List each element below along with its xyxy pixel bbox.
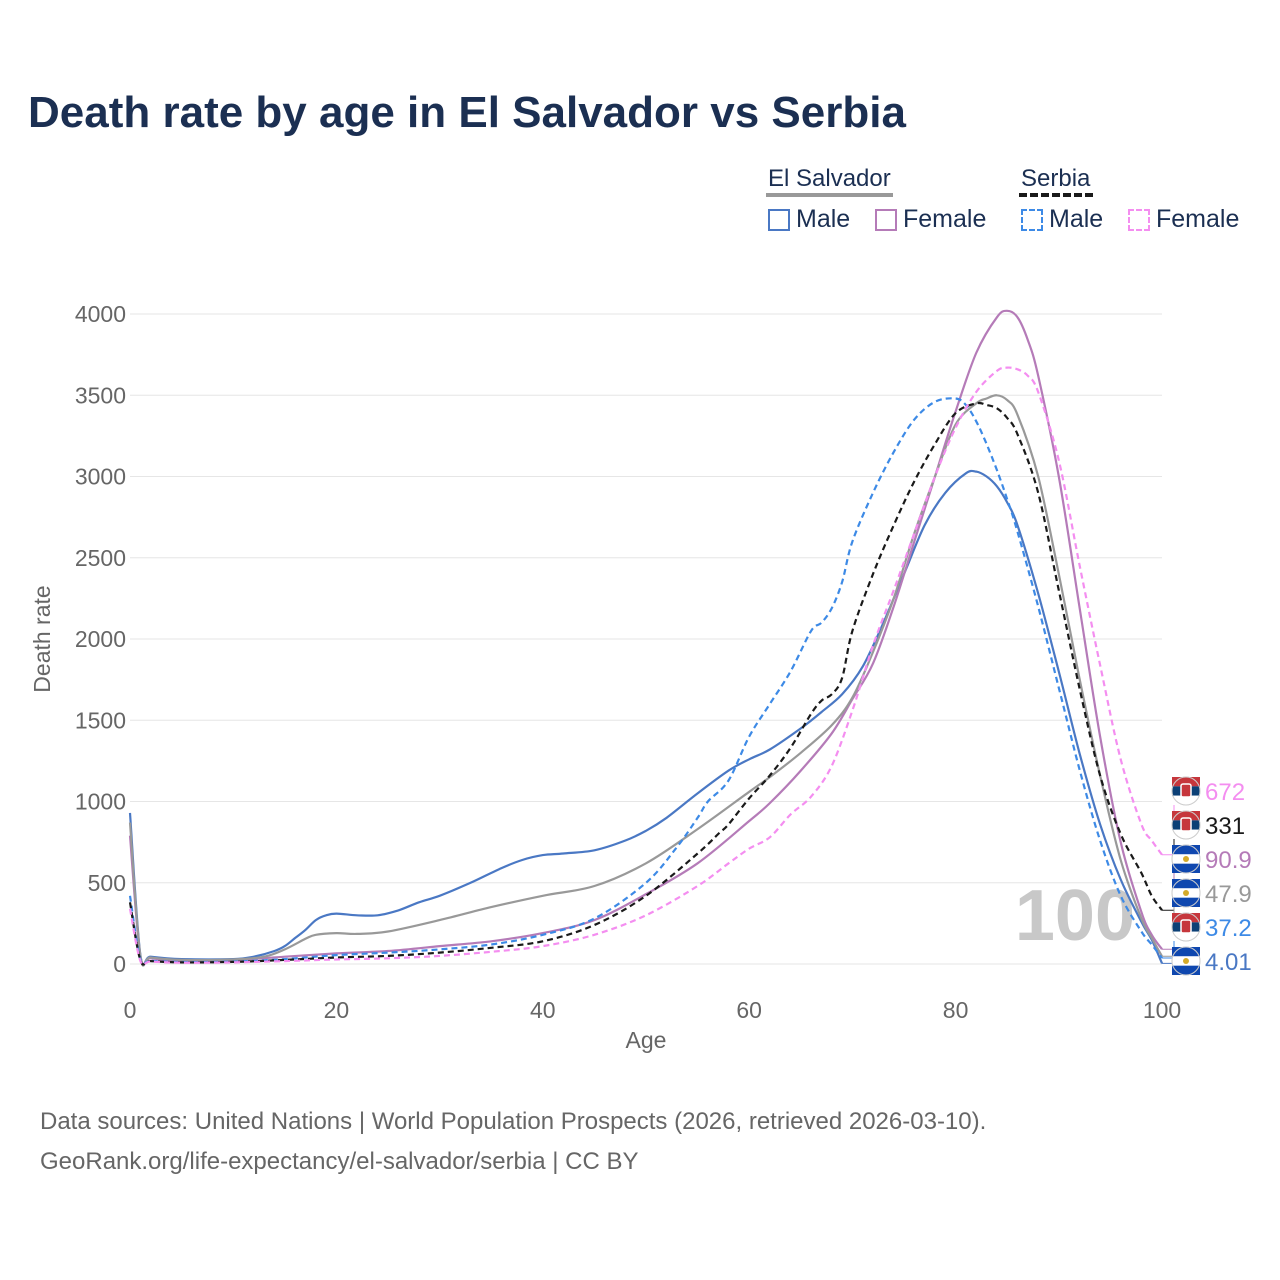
series-lines: [128, 309, 1164, 967]
grid-lines: [130, 313, 1162, 965]
chart-title: Death rate by age in El Salvador vs Serb…: [28, 88, 906, 137]
flag-emblem: [1180, 817, 1192, 832]
y-tick-label: 500: [88, 870, 126, 896]
flag-icon-ring: [1171, 810, 1201, 840]
x-tick-label: 80: [943, 997, 969, 1023]
y-tick-label: 2500: [75, 545, 126, 571]
flag-emblem: [1180, 783, 1192, 798]
legend-item-serbia-female[interactable]: Female: [1128, 205, 1239, 234]
end-labels: 672 331 90.9 47.9 37.2 4.01: [1162, 776, 1252, 976]
flag-stripe-white: [1172, 931, 1200, 941]
series-line-serbia-total: [128, 401, 1163, 966]
legend-item-serbia-male[interactable]: Male: [1021, 205, 1103, 234]
legend-label: Male: [796, 205, 851, 233]
flag-icon-ring: [1171, 776, 1201, 806]
legend-item-el-salvador-female[interactable]: Female: [875, 205, 986, 234]
flag-icon-ring: [1171, 878, 1201, 908]
y-tick-label: 2000: [75, 626, 126, 652]
flag-icon-ring: [1171, 912, 1201, 942]
footer-link[interactable]: GeoRank.org/life-expectancy/el-salvador/…: [40, 1148, 639, 1175]
flag-stripe-red: [1172, 777, 1200, 787]
x-axis-label: Age: [626, 1027, 667, 1053]
y-tick-label: 1500: [75, 707, 126, 733]
flag-stripe-blue: [1172, 863, 1200, 873]
legend-label: Female: [903, 205, 987, 233]
x-tick-label: 40: [530, 997, 556, 1023]
end-value-label: 90.9: [1205, 847, 1252, 874]
legend-group-serbia-line: [1019, 193, 1093, 197]
flag-stripe-blue: [1172, 897, 1200, 907]
legend-swatch: [1021, 208, 1043, 231]
y-axis-label: Death rate: [29, 585, 55, 692]
legend-swatch: [768, 208, 790, 231]
series-line-el-salvador-female: [128, 309, 1163, 967]
series-line-serbia-female: [128, 366, 1163, 966]
x-tick-label: 100: [1143, 997, 1181, 1023]
x-tick-label: 0: [124, 997, 137, 1023]
flag-emblem: [1183, 890, 1189, 896]
y-tick-label: 1000: [75, 789, 126, 815]
series-line-el-salvador-male: [128, 469, 1164, 967]
flag-stripe-blue: [1172, 947, 1200, 957]
flag-stripe-white: [1172, 795, 1200, 805]
flag-emblem: [1183, 958, 1189, 964]
flag-emblem: [1180, 919, 1192, 934]
legend-label: Female: [1156, 205, 1240, 233]
flag-stripe-blue: [1172, 879, 1200, 889]
flag-icon-ring: [1171, 844, 1201, 874]
series-line-el-salvador-total: [128, 394, 1163, 967]
y-tick-label: 4000: [75, 301, 126, 327]
end-value-label: 37.2: [1205, 915, 1252, 942]
end-value-label: 4.01: [1205, 949, 1252, 976]
series-line-serbia-male: [128, 397, 1163, 966]
flag-stripe-blue: [1172, 965, 1200, 975]
legend-swatch: [1128, 208, 1150, 231]
y-tick-label: 0: [113, 951, 126, 977]
legend-item-el-salvador-male[interactable]: Male: [768, 205, 850, 234]
legend-group-el-salvador-line: [766, 193, 893, 197]
legend-group-serbia: Serbia: [1021, 165, 1091, 192]
flag-stripe-red: [1172, 811, 1200, 821]
end-value-label: 672: [1205, 779, 1245, 806]
legend-group-el-salvador: El Salvador: [768, 165, 891, 192]
flag-stripe-white: [1172, 829, 1200, 839]
y-tick-label: 3500: [75, 382, 126, 408]
flag-stripe-blue: [1172, 845, 1200, 855]
x-tick-label: 20: [324, 997, 350, 1023]
footer-source: Data sources: United Nations | World Pop…: [40, 1108, 987, 1135]
y-tick-label: 3000: [75, 464, 126, 490]
flag-icon-ring: [1171, 946, 1201, 976]
axes: 0 500 1000 1500 2000 2500 3000 3500 4000 0 20 40 60 8…: [29, 301, 1181, 1053]
end-value-label: 47.9: [1205, 881, 1252, 908]
legend-swatch: [875, 208, 897, 231]
legend-label: Male: [1049, 205, 1104, 233]
flag-emblem: [1183, 856, 1189, 862]
end-value-label: 331: [1205, 813, 1245, 840]
flag-stripe-red: [1172, 913, 1200, 923]
age-watermark: 100: [1015, 876, 1135, 956]
x-tick-label: 60: [736, 997, 762, 1023]
